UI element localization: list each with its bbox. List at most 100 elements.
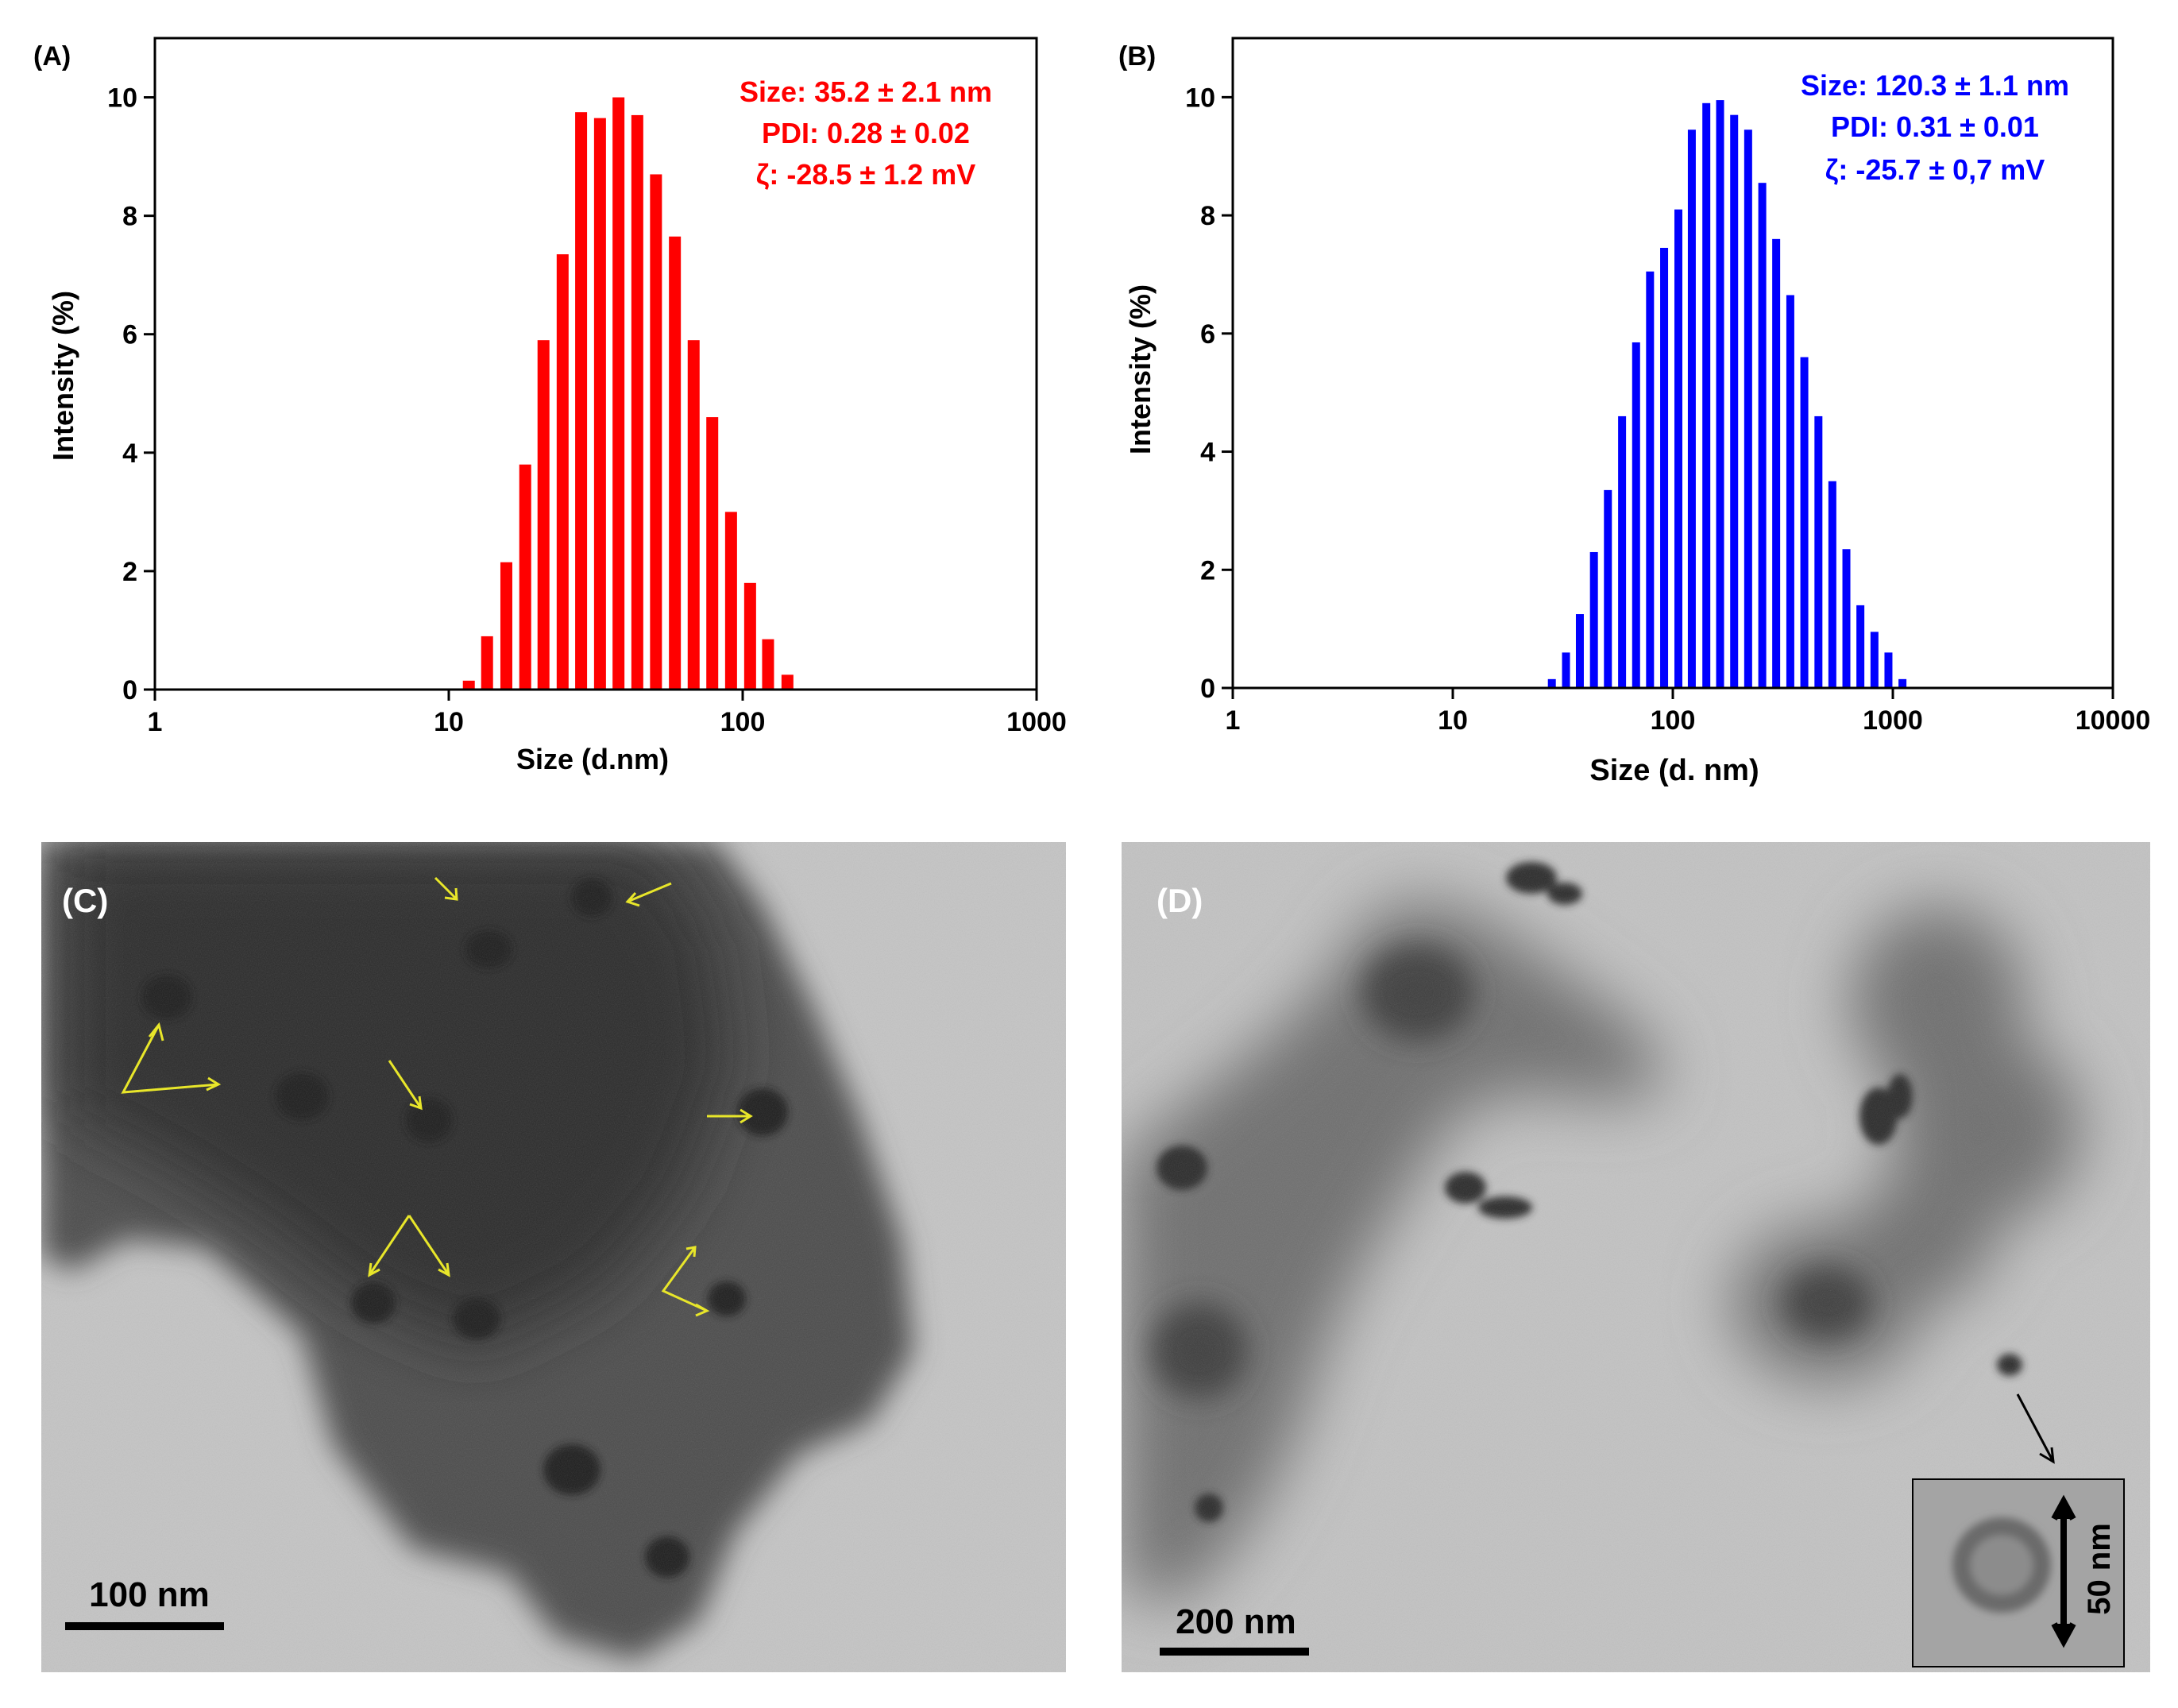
bar-a-7 (593, 118, 606, 690)
scale-bar-d (1160, 1648, 1309, 1656)
panel-label-d: (D) (1157, 882, 1203, 919)
y-tick-label-a-5: 10 (107, 83, 137, 114)
bar-b-21 (1842, 549, 1851, 688)
x-tick-label-b-4: 10000 (2076, 705, 2151, 736)
axes-b (1222, 37, 2114, 699)
bar-a-14 (724, 512, 737, 690)
bar-b-20 (1828, 481, 1836, 688)
bar-b-22 (1856, 605, 1865, 688)
bar-b-17 (1786, 295, 1794, 688)
y-tick-label-a-0: 0 (122, 675, 137, 705)
annotation-b-size: Size: 120.3 ± 1.1 nm (1801, 69, 2069, 102)
annotation-b-zeta: ζ: -25.7 ± 0,7 mV (1825, 153, 2045, 186)
bar-b-24 (1884, 652, 1893, 688)
inset-scale-label: 50 nm (2082, 1523, 2117, 1615)
panel-label-a: (A) (33, 41, 71, 71)
y-tick-label-b-2: 4 (1200, 438, 1215, 468)
bar-series-b (1547, 100, 1907, 689)
bar-b-5 (1618, 415, 1627, 688)
y-axis-label-b: Intensity (%) (1124, 284, 1157, 454)
bar-a-0 (462, 680, 475, 690)
y-tick-label-b-3: 6 (1200, 319, 1215, 350)
tem-image-d: 50 nm (D) 200 nm (1122, 842, 2150, 1672)
y-tick-label-b-4: 8 (1200, 201, 1215, 231)
x-tick-label-a-0: 1 (148, 707, 163, 737)
panel-label-b: (B) (1118, 41, 1156, 71)
bar-b-2 (1575, 614, 1584, 688)
x-tick-label-a-3: 1000 (1006, 707, 1067, 737)
bar-a-10 (650, 174, 662, 690)
chart-panel-b: (B) 1 10 100 1000 10000 0 2 4 6 8 10 Size (d. nm)… (1118, 37, 2151, 787)
bar-a-4 (537, 340, 550, 690)
y-tick-label-b-5: 10 (1185, 83, 1215, 113)
bar-a-12 (687, 340, 700, 690)
bar-b-23 (1870, 632, 1879, 688)
bar-a-13 (706, 417, 719, 690)
bar-a-11 (669, 236, 682, 690)
bar-b-6 (1632, 342, 1640, 688)
bar-b-14 (1744, 129, 1752, 688)
bar-a-15 (743, 582, 756, 690)
bar-a-3 (519, 464, 531, 690)
tem-arrows-c (121, 876, 753, 1317)
bar-a-5 (556, 254, 569, 690)
bar-b-4 (1604, 489, 1612, 688)
bar-b-16 (1772, 238, 1781, 688)
bar-a-8 (612, 97, 625, 690)
bar-a-17 (781, 674, 794, 690)
chart-panel-a: (A) 1 10 100 1000 0 2 4 6 8 10 Size (d.nm) Inten… (33, 37, 1067, 775)
bar-b-25 (1898, 678, 1907, 688)
annotation-a: Size: 35.2 ± 2.1 nm PDI: 0.28 ± 0.02 ζ: … (740, 75, 992, 191)
y-tick-label-a-3: 6 (122, 320, 137, 350)
tem-image-c: (C) 100 nm (41, 842, 1066, 1672)
bar-a-9 (631, 114, 643, 690)
x-tick-label-a-2: 100 (720, 707, 766, 737)
bar-b-8 (1660, 247, 1669, 688)
annotation-a-size: Size: 35.2 ± 2.1 nm (740, 75, 992, 108)
panel-label-c: (C) (62, 882, 108, 919)
bar-b-15 (1758, 183, 1767, 688)
inset-d: 50 nm (1912, 1478, 2125, 1667)
y-tick-label-a-1: 2 (122, 557, 137, 587)
bar-a-1 (481, 636, 493, 690)
y-tick-label-b-0: 0 (1200, 674, 1215, 704)
annotation-a-pdi: PDI: 0.28 ± 0.02 (762, 117, 970, 149)
scale-bar-label-d: 200 nm (1176, 1602, 1296, 1641)
bar-a-2 (500, 562, 512, 690)
x-axis-label-a: Size (d.nm) (516, 743, 669, 775)
x-tick-label-a-1: 10 (434, 707, 464, 737)
bar-b-0 (1547, 678, 1556, 688)
x-tick-label-b-1: 10 (1438, 705, 1468, 736)
x-tick-labels-a: 1 10 100 1000 (148, 707, 1067, 737)
x-tick-label-b-2: 100 (1651, 705, 1696, 736)
annotation-a-zeta: ζ: -28.5 ± 1.2 mV (756, 158, 975, 191)
x-tick-label-b-0: 1 (1226, 705, 1241, 736)
y-tick-labels-a: 0 2 4 6 8 10 (107, 83, 137, 705)
bar-series-a (462, 97, 794, 690)
bar-b-13 (1730, 114, 1739, 688)
y-tick-labels-b: 0 2 4 6 8 10 (1185, 83, 1215, 704)
axes-a (144, 37, 1038, 701)
scale-bar-label-c: 100 nm (89, 1575, 210, 1614)
bar-b-11 (1702, 102, 1711, 689)
bar-a-16 (762, 639, 774, 690)
x-axis-label-b: Size (d. nm) (1589, 754, 1759, 787)
bar-b-3 (1589, 551, 1598, 688)
bar-b-19 (1814, 415, 1823, 688)
bar-b-9 (1674, 209, 1683, 688)
plot-frame-a (153, 37, 1038, 691)
bar-b-1 (1562, 652, 1570, 688)
annotation-b-pdi: PDI: 0.31 ± 0.01 (1831, 110, 2039, 143)
bar-b-7 (1646, 271, 1655, 689)
bar-b-10 (1687, 129, 1696, 688)
y-axis-label-a: Intensity (%) (47, 291, 79, 461)
inset-pointer-arrow (2016, 1393, 2055, 1464)
annotation-b: Size: 120.3 ± 1.1 nm PDI: 0.31 ± 0.01 ζ:… (1801, 69, 2069, 186)
bar-a-6 (575, 112, 588, 690)
bar-b-12 (1716, 100, 1724, 689)
x-tick-label-b-3: 1000 (1863, 705, 1923, 736)
x-tick-labels-b: 1 10 100 1000 10000 (1226, 705, 2151, 736)
y-tick-label-b-1: 2 (1200, 555, 1215, 585)
y-tick-label-a-2: 4 (122, 439, 137, 469)
